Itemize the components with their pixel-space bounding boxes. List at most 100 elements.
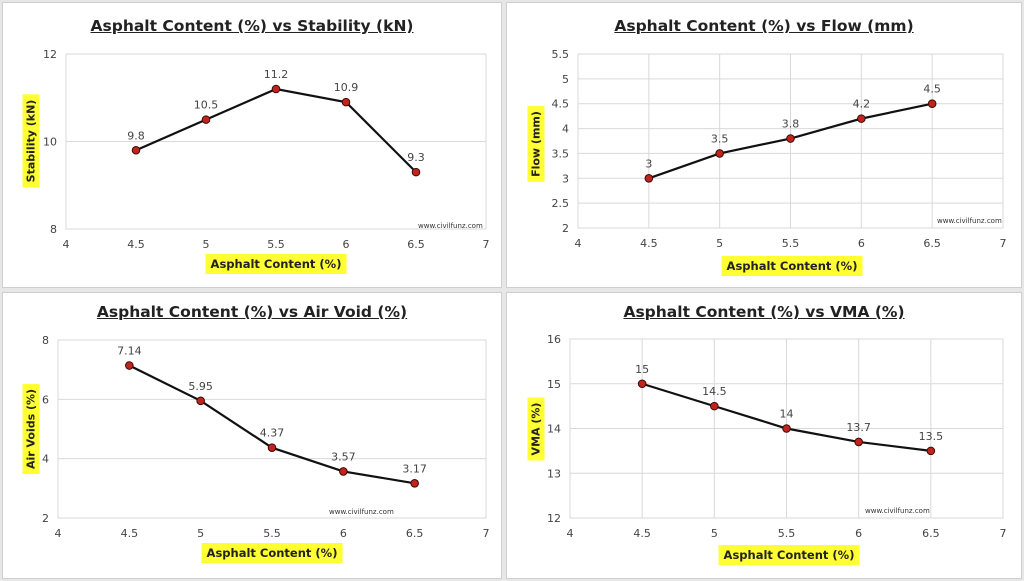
x-tick-label: 4.5 xyxy=(121,527,139,540)
data-label: 3.5 xyxy=(711,132,729,145)
x-axis-label: Asphalt Content (%) xyxy=(718,545,860,565)
x-tick-label: 5 xyxy=(716,237,723,250)
data-label: 3 xyxy=(645,157,652,170)
chart-panel-stability: 8 10 12 4 4.5 5 5.5 6 6.5 7 9.8 10.5 11.2 10.9 9.3 www.… xyxy=(2,2,502,288)
data-label: 9.3 xyxy=(407,151,425,164)
x-tick-label: 5.5 xyxy=(263,527,281,540)
data-point xyxy=(411,167,421,177)
x-tick-label: 6.5 xyxy=(923,237,941,250)
data-point xyxy=(271,84,281,94)
chart-panel-air-void: 2 4 6 8 4 4.5 5 5.5 6 6.5 7 7.14 5.95 4.37 3.57 3.17 www… xyxy=(2,292,502,579)
data-label: 4.37 xyxy=(260,427,285,440)
x-tick-label: 5.5 xyxy=(782,237,800,250)
data-label: 4.5 xyxy=(923,83,941,96)
y-tick-label: 12 xyxy=(43,48,57,61)
y-tick-label: 5 xyxy=(562,73,569,86)
data-point xyxy=(196,396,205,406)
x-tick-label: 7 xyxy=(483,238,490,251)
x-tick-label: 4 xyxy=(55,527,62,540)
x-tick-label: 5 xyxy=(203,238,210,251)
data-point xyxy=(715,149,724,158)
x-tick-label: 6 xyxy=(340,527,347,540)
x-tick-label: 6 xyxy=(855,527,862,540)
x-tick-label: 6 xyxy=(858,237,865,250)
y-tick-label: 8 xyxy=(42,334,49,347)
data-point xyxy=(926,446,936,456)
data-point xyxy=(131,145,141,155)
watermark-text: www.civilfunz.com xyxy=(865,507,930,515)
y-tick-label: 15 xyxy=(547,378,561,391)
data-label: 4.2 xyxy=(853,98,871,111)
data-point xyxy=(786,134,795,143)
x-tick-label: 6.5 xyxy=(922,527,940,540)
chart-plot-flow: 2 2.5 3 3.5 4 4.5 5 5.5 4 4.5 5 5.5 6 6.5 7 3 3.5 3.8 4.2 4… xyxy=(552,48,1007,250)
x-tick-label: 6.5 xyxy=(406,527,424,540)
x-tick-label: 7 xyxy=(1000,527,1007,540)
x-tick-label: 5.5 xyxy=(778,527,796,540)
chart-plot-vma: 12 13 14 15 16 4 4.5 5 5.5 6 6.5 7 15 14.5 14 13.7 13.5 w… xyxy=(547,333,1007,540)
data-label: 9.8 xyxy=(127,129,145,142)
x-tick-label: 7 xyxy=(483,527,490,540)
data-point xyxy=(201,115,211,124)
y-tick-label: 12 xyxy=(547,512,561,525)
data-point xyxy=(267,443,277,452)
data-label: 3.17 xyxy=(402,462,427,475)
data-point xyxy=(710,401,719,411)
data-point xyxy=(125,361,134,370)
data-label: 10.9 xyxy=(334,81,359,94)
data-label: 13.5 xyxy=(919,430,944,443)
y-axis-label: Flow (mm) xyxy=(527,106,545,182)
chart-title: Asphalt Content (%) vs Stability (kN) xyxy=(90,17,414,35)
data-point xyxy=(927,99,937,109)
data-label: 3.57 xyxy=(331,450,356,463)
y-tick-label: 10 xyxy=(43,136,57,149)
y-tick-label: 2 xyxy=(562,222,569,235)
y-tick-label: 4.5 xyxy=(552,98,570,111)
x-tick-label: 4.5 xyxy=(633,527,651,540)
data-point xyxy=(854,437,863,447)
data-label: 5.95 xyxy=(188,380,213,393)
data-point xyxy=(637,379,647,389)
series-line xyxy=(135,87,417,173)
y-tick-label: 4 xyxy=(42,453,49,466)
y-tick-label: 16 xyxy=(547,333,561,346)
data-point xyxy=(857,114,866,123)
data-point xyxy=(782,424,791,433)
x-tick-label: 7 xyxy=(1000,237,1007,250)
x-tick-label: 4.5 xyxy=(640,237,658,250)
y-tick-label: 6 xyxy=(42,393,49,406)
data-point xyxy=(410,478,419,488)
data-point xyxy=(644,173,654,183)
data-label: 13.7 xyxy=(846,421,871,434)
series-line xyxy=(128,364,415,485)
x-tick-label: 6.5 xyxy=(407,238,425,251)
watermark-text: www.civilfunz.com xyxy=(937,217,1002,225)
data-label: 14.5 xyxy=(702,385,727,398)
y-axis-label: VMA (%) xyxy=(527,397,545,461)
chart-panel-vma: 12 13 14 15 16 4 4.5 5 5.5 6 6.5 7 15 14.5 14 13.7 13.5 w… xyxy=(506,292,1022,579)
x-tick-label: 5 xyxy=(197,527,204,540)
y-tick-label: 13 xyxy=(547,467,561,480)
x-axis-label: Asphalt Content (%) xyxy=(201,543,343,563)
data-label: 10.5 xyxy=(194,99,219,112)
chart-title: Asphalt Content (%) vs Air Void (%) xyxy=(96,303,408,321)
x-tick-label: 4 xyxy=(567,527,574,540)
y-axis-label: Stability (kN) xyxy=(22,94,40,188)
x-tick-label: 4 xyxy=(63,238,70,251)
chart-panel-flow: 2 2.5 3 3.5 4 4.5 5 5.5 4 4.5 5 5.5 6 6.5 7 3 3.5 3.8 4.2 4… xyxy=(506,2,1022,288)
chart-title: Asphalt Content (%) vs Flow (mm) xyxy=(614,17,914,35)
data-label: 11.2 xyxy=(264,68,289,81)
data-point xyxy=(339,467,348,476)
watermark-text: www.civilfunz.com xyxy=(329,508,394,516)
y-tick-label: 2.5 xyxy=(552,197,570,210)
x-tick-label: 6 xyxy=(343,238,350,251)
x-tick-label: 5.5 xyxy=(267,238,285,251)
chart-title: Asphalt Content (%) vs VMA (%) xyxy=(623,303,905,321)
y-tick-label: 5.5 xyxy=(552,48,570,61)
y-tick-label: 3 xyxy=(562,172,569,185)
x-axis-label: Asphalt Content (%) xyxy=(205,254,347,274)
x-tick-label: 5 xyxy=(711,527,718,540)
data-point xyxy=(341,97,351,107)
y-tick-label: 14 xyxy=(547,423,561,436)
